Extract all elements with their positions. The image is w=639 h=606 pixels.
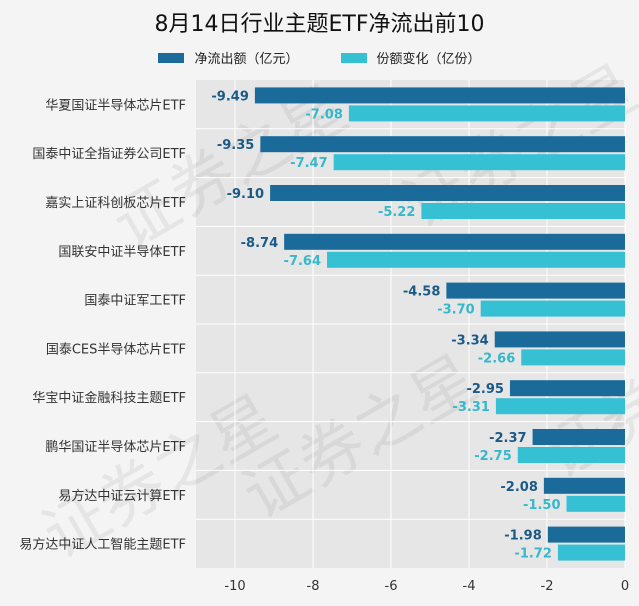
bar-net-outflow: [446, 282, 625, 299]
y-tick-label: 国联安中证半导体ETF: [58, 245, 186, 260]
data-label-share-change: -2.66: [478, 351, 515, 366]
bar-net-outflow: [532, 429, 625, 445]
data-label-share-change: -2.75: [474, 449, 511, 464]
bar-share-change: [327, 251, 625, 268]
data-label-share-change: -3.70: [437, 303, 474, 318]
bar-net-outflow: [543, 477, 625, 494]
bar-share-change: [495, 398, 625, 415]
data-label-net-outflow: -8.74: [241, 236, 278, 251]
data-label-net-outflow: -1.98: [504, 529, 541, 544]
bar-net-outflow: [284, 233, 625, 250]
y-tick-label: 易方达中证人工智能主题ETF: [19, 537, 186, 553]
y-tick-label: 国泰中证全指证券公司ETF: [32, 146, 186, 162]
data-label-net-outflow: -4.58: [403, 285, 440, 300]
y-tick-label: 鹏华国证半导体芯片ETF: [45, 440, 186, 455]
data-label-net-outflow: -9.35: [217, 138, 254, 153]
data-label-share-change: -7.47: [290, 156, 327, 171]
bar-share-change: [517, 447, 625, 463]
x-tick-label: -8: [307, 579, 320, 594]
bar-net-outflow: [547, 526, 625, 543]
legend-item-share-change: 份额变化（亿份）: [340, 48, 481, 67]
bar-share-change: [348, 105, 625, 122]
bar-net-outflow: [494, 331, 625, 348]
bar-net-outflow: [254, 87, 625, 104]
bar-share-change: [333, 154, 625, 171]
x-tick-label: -4: [463, 579, 476, 594]
data-label-share-change: -3.31: [452, 400, 489, 415]
bar-share-change: [557, 544, 625, 561]
y-tick-label: 国泰中证军工ETF: [84, 294, 186, 309]
y-tick-label: 华宝中证金融科技主题ETF: [32, 390, 186, 406]
legend-item-net-outflow: 净流出额（亿元）: [158, 48, 299, 67]
data-label-net-outflow: -2.95: [466, 382, 503, 397]
data-label-net-outflow: -2.08: [500, 480, 537, 495]
legend-label-share-change: 份额变化（亿份）: [376, 52, 481, 67]
data-label-share-change: -1.50: [523, 498, 560, 513]
y-tick-label: 华夏国证半导体芯片ETF: [45, 98, 186, 113]
bar-share-change: [521, 349, 625, 366]
bar-net-outflow: [509, 380, 625, 397]
x-tick-label: -2: [541, 579, 554, 594]
y-tick-label: 易方达中证云计算ETF: [58, 488, 186, 504]
x-tick-label: -6: [385, 579, 398, 594]
data-label-share-change: -1.72: [514, 547, 551, 562]
x-tick-label: -10: [224, 579, 245, 594]
x-tick-label: 0: [621, 579, 629, 594]
chart-title: 8月14日行业主题ETF净流出前10: [154, 12, 485, 37]
legend: 净流出额（亿元） 份额变化（亿份）: [0, 48, 639, 67]
data-label-share-change: -7.64: [284, 254, 321, 269]
y-tick-label: 嘉实上证科创板芯片ETF: [45, 196, 186, 211]
data-label-share-change: -7.08: [305, 107, 342, 122]
bar-share-change: [480, 300, 625, 317]
data-label-net-outflow: -9.49: [211, 89, 248, 104]
data-label-share-change: -5.22: [378, 205, 415, 220]
bar-net-outflow: [270, 185, 625, 201]
bar-share-change: [421, 203, 625, 219]
y-tick-label: 国泰CES半导体芯片ETF: [46, 342, 186, 357]
legend-swatch-net-outflow: [158, 52, 185, 63]
data-label-net-outflow: -3.34: [451, 333, 488, 348]
legend-label-net-outflow: 净流出额（亿元）: [194, 52, 299, 67]
legend-swatch-share-change: [340, 52, 367, 63]
bar-net-outflow: [260, 136, 625, 153]
data-label-net-outflow: -9.10: [227, 187, 264, 202]
bar-share-change: [566, 495, 625, 512]
data-label-net-outflow: -2.37: [489, 431, 526, 446]
